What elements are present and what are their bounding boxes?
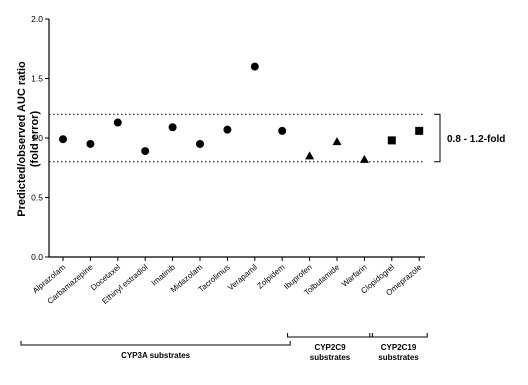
data-point xyxy=(196,139,204,148)
data-point xyxy=(305,151,315,160)
range-annotation-label: 0.8 - 1.2-fold xyxy=(447,134,505,145)
group-label-line2: substrates xyxy=(310,353,351,362)
group-label: CYP3A substrates xyxy=(121,351,191,360)
data-point xyxy=(359,154,369,163)
data-point xyxy=(387,136,396,145)
y-axis-ticks: 0.0 0.5 1.0 1.5 2.0 xyxy=(31,14,49,262)
reference-lines xyxy=(49,113,425,163)
y-tick-label: 2.0 xyxy=(31,14,43,24)
y-axis-title-line2: (fold error) xyxy=(29,111,41,168)
y-tick-label: 0.5 xyxy=(31,193,43,203)
data-point xyxy=(415,126,424,135)
data-point xyxy=(278,126,287,135)
group-bracket: CYP3A substrates xyxy=(20,341,291,360)
data-point xyxy=(59,135,67,144)
group-label: CYP2C9 xyxy=(314,343,346,352)
group-label: CYP2C19 xyxy=(381,343,417,352)
data-point xyxy=(113,118,122,127)
axes xyxy=(48,19,425,261)
y-axis-title: Predicted/observed AUC ratio (fold error… xyxy=(16,61,41,217)
data-point xyxy=(250,62,259,71)
group-bracket-line xyxy=(20,341,291,346)
y-axis-title-line1: Predicted/observed AUC ratio xyxy=(16,61,28,217)
x-tick-label: Verapamil xyxy=(226,262,259,292)
range-bracket: 0.8 - 1.2-fold xyxy=(434,113,505,163)
data-point xyxy=(141,147,150,156)
group-bracket-line xyxy=(369,333,428,338)
data-points xyxy=(59,62,424,163)
data-point xyxy=(86,139,95,148)
data-point xyxy=(223,125,232,134)
group-bracket-line xyxy=(287,333,373,338)
substrate-groups: CYP3A substratesCYP2C9substratesCYP2C19s… xyxy=(20,333,428,362)
data-point xyxy=(168,123,177,132)
y-tick-label: 1.5 xyxy=(31,74,43,84)
range-bracket-line xyxy=(434,113,441,163)
x-tick-label: Zolpidem xyxy=(255,262,286,290)
group-label-line2: substrates xyxy=(378,353,419,362)
data-point xyxy=(332,137,342,146)
x-axis-tick-labels: AlprazolamCarbamazepineDocetaxelEthinyl … xyxy=(31,262,424,306)
y-tick-label: 0.0 xyxy=(31,252,43,262)
y-tick-label: 1.0 xyxy=(31,133,43,143)
